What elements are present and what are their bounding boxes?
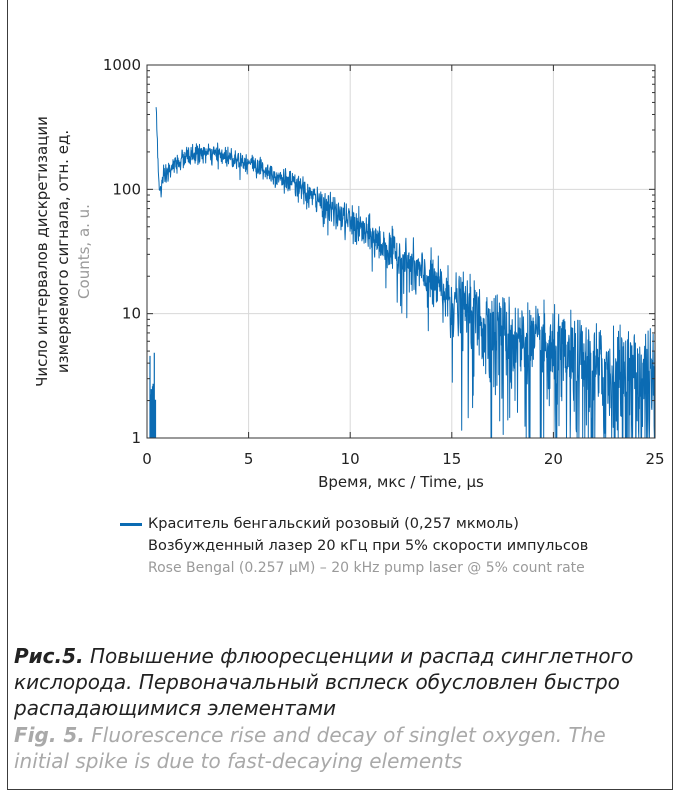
legend: Краситель бенгальский розовый (0,257 мкм… (120, 513, 588, 579)
pre-pulse-noise (149, 352, 157, 438)
figure-frame (7, 0, 673, 790)
x-tick-label: 15 (442, 450, 461, 468)
series-layer (149, 107, 656, 439)
x-tick-label: 5 (244, 450, 254, 468)
x-tick-label: 0 (142, 450, 152, 468)
caption-en-text: Fluorescence rise and decay of singlet o… (14, 723, 606, 773)
y-tick-label: 1000 (103, 56, 141, 74)
x-axis-label: Время, мкс / Time, µs (318, 473, 484, 491)
x-tick-label: 20 (544, 450, 563, 468)
caption-ru-text: Повышение флюоресценции и распад синглет… (14, 644, 634, 720)
figure-caption: Рис.5. Повышение флюоресценции и распад … (14, 643, 664, 774)
y-axis-label-en: Counts, a. u. (75, 204, 93, 299)
legend-swatch (120, 522, 142, 526)
y-tick-label: 100 (112, 180, 141, 198)
x-tick-label: 25 (645, 450, 664, 468)
legend-description-ru: Возбужденный лазер 20 кГц при 5% скорост… (148, 538, 589, 554)
y-tick-label: 10 (122, 305, 141, 323)
caption-en: Fig. 5. Fluorescence rise and decay of s… (14, 722, 664, 774)
series-line (155, 107, 656, 439)
y-axis-label-ru-line2: измеряемого сигнала, отн. ед. (54, 130, 72, 373)
legend-description-en: Rose Bengal (0.257 µM) – 20 kHz pump las… (148, 560, 585, 576)
ticks-layer: 0 5 10 15 20 25 1 10 100 1000 (103, 56, 665, 468)
caption-en-label: Fig. 5. (14, 723, 85, 747)
caption-ru-label: Рис.5. (14, 644, 84, 668)
legend-series-name: Краситель бенгальский розовый (0,257 мкм… (148, 516, 519, 532)
y-axis-label-ru-line1: Число интервалов дискретизации (33, 116, 51, 387)
caption-ru: Рис.5. Повышение флюоресценции и распад … (14, 643, 664, 721)
x-tick-label: 10 (341, 450, 360, 468)
plot-area-frame (146, 64, 656, 439)
decay-chart: 0 5 10 15 20 25 1 10 100 1000 Время, мкс / Time, … (33, 56, 665, 491)
y-tick-label: 1 (131, 429, 141, 447)
series-trace (149, 107, 656, 439)
legend-entry: Краситель бенгальский розовый (0,257 мкм… (120, 513, 588, 535)
grid-lines (147, 65, 655, 438)
